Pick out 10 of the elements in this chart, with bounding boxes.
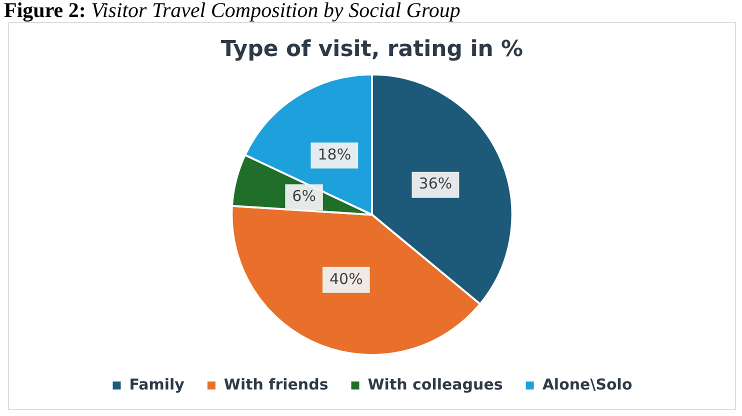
legend-label: Alone\Solo [542, 375, 632, 394]
data-label: 40% [330, 270, 363, 288]
caption: Figure 2: Visitor Travel Composition by Social Group [4, 0, 460, 22]
legend-label: Family [129, 375, 185, 394]
data-label: 18% [318, 145, 352, 164]
legend-label: With colleagues [368, 375, 503, 394]
chart-title: Type of visit, rating in % [220, 36, 524, 62]
data-label: 6% [292, 187, 316, 206]
legend-label: With friends [224, 375, 328, 394]
data-label: 36% [418, 174, 452, 193]
